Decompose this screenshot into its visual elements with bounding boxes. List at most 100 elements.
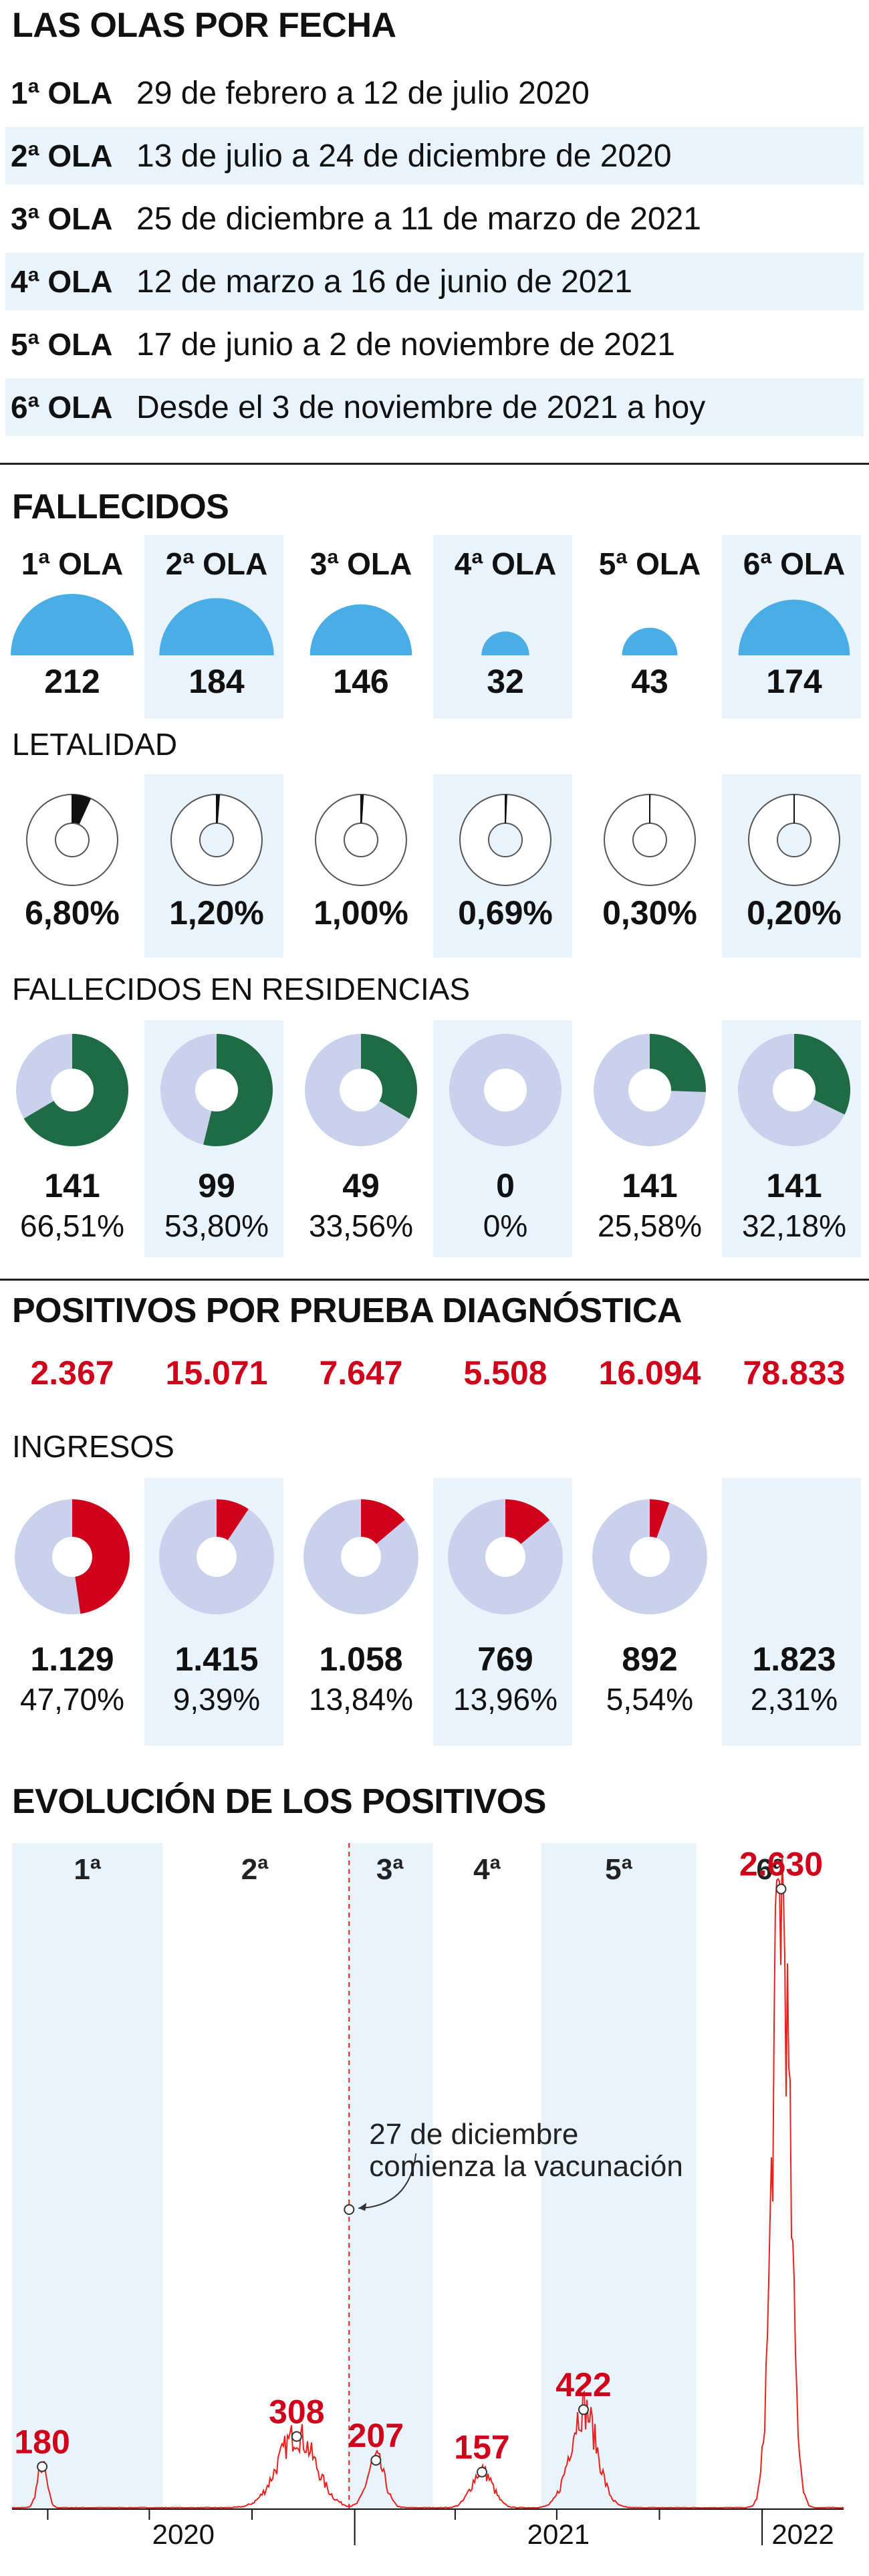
residencias-value: 141 <box>766 1167 822 1204</box>
deaths-value: 32 <box>487 663 524 700</box>
deaths-semicircle <box>309 604 412 655</box>
peak-marker <box>370 2455 382 2466</box>
donut-hole <box>55 823 90 857</box>
wave-label: 3ª OLA <box>11 201 113 236</box>
positivos-value: 5.508 <box>463 1354 547 1392</box>
wave-row: 6ª OLA Desde el 3 de noviembre de 2021 a… <box>5 379 864 436</box>
ingresos-value: 892 <box>622 1640 678 1678</box>
column-header: 6ª OLA <box>743 546 846 581</box>
deaths-value: 146 <box>333 663 389 700</box>
donut-hole <box>484 1069 527 1111</box>
peak-marker <box>578 2404 589 2416</box>
peak-label: 308 <box>269 2393 324 2430</box>
column-shade <box>433 535 572 718</box>
ingresos-value: 769 <box>477 1640 533 1678</box>
positivos-value: 2.367 <box>30 1354 114 1392</box>
deaths-value: 212 <box>44 663 100 700</box>
deaths-value: 184 <box>189 663 245 700</box>
ingresos-value: 1.058 <box>319 1640 403 1678</box>
wave-row: 3ª OLA 25 de diciembre a 11 de marzo de … <box>5 190 864 247</box>
positivos-line <box>11 1856 844 2509</box>
peak-label: 422 <box>555 2366 611 2403</box>
peak-label: 157 <box>454 2429 509 2466</box>
positivos-title: POSITIVOS POR PRUEBA DIAGNÓSTICA <box>12 1291 682 1330</box>
donut-hole <box>632 823 667 857</box>
residencias-percent: 0% <box>483 1208 528 1243</box>
ingresos-title: INGRESOS <box>12 1429 174 1464</box>
ingresos-percent: 13,96% <box>453 1682 557 1717</box>
wave-label: 3ª <box>376 1853 404 1886</box>
section-divider <box>0 1279 869 1281</box>
donut-slice <box>203 1034 273 1146</box>
wave-band <box>12 1843 163 2509</box>
wave-dates: Desde el 3 de noviembre de 2021 a hoy <box>136 389 706 425</box>
deaths-semicircle <box>622 627 678 655</box>
ingresos-percent: 5,54% <box>606 1682 694 1717</box>
residencias-percent: 53,80% <box>164 1208 269 1243</box>
wave-row: 2ª OLA 13 de julio a 24 de diciembre de … <box>5 127 864 185</box>
wave-dates: 29 de febrero a 12 de julio 2020 <box>136 75 590 111</box>
ingresos-value: 1.415 <box>174 1640 259 1678</box>
deaths-semicircles <box>11 594 850 655</box>
column-header: 4ª OLA <box>454 546 557 581</box>
fallecidos-title: FALLECIDOS <box>12 488 229 526</box>
residencias-donuts <box>16 1034 851 1146</box>
residencias-percent: 33,56% <box>308 1208 413 1243</box>
year-label: 2020 <box>152 2518 215 2550</box>
vaccination-marker <box>344 2204 355 2215</box>
wave-label: 4ª <box>473 1853 501 1886</box>
ingresos-percent: 9,39% <box>172 1682 261 1717</box>
deaths-semicircle <box>159 598 274 655</box>
peak-marker <box>476 2466 487 2478</box>
wave-row: 1ª OLA 29 de febrero a 12 de julio 2020 <box>5 64 864 122</box>
section-divider <box>0 463 869 465</box>
wave-label: 1ª OLA <box>11 76 113 110</box>
evolucion-title: EVOLUCIÓN DE LOS POSITIVOS <box>12 1782 546 1821</box>
deaths-semicircle <box>11 594 134 655</box>
positivos-value: 16.094 <box>598 1354 701 1392</box>
peak-label: 207 <box>348 2417 404 2454</box>
donut-hole <box>197 1537 237 1577</box>
positivos-value: 78.833 <box>743 1354 846 1392</box>
donut-hole-fill <box>489 824 521 856</box>
wave-label: 5ª <box>605 1853 632 1886</box>
ingresos-percent: 13,84% <box>308 1682 413 1717</box>
wave-row: 5ª OLA 17 de junio a 2 de noviembre de 2… <box>5 316 864 373</box>
year-label: 2021 <box>527 2518 590 2550</box>
ingresos-percent: 2,31% <box>750 1682 838 1717</box>
donut-hole <box>51 1069 94 1111</box>
deaths-value: 174 <box>766 663 822 700</box>
residencias-value: 0 <box>496 1167 515 1204</box>
column-shade <box>722 1478 861 1745</box>
annotation-arrowhead <box>358 2203 367 2211</box>
peak-label: 180 <box>14 2424 70 2461</box>
letalidad-value: 1,20% <box>169 894 264 932</box>
peak-marker <box>291 2431 302 2442</box>
wave-label: 5ª OLA <box>11 327 113 362</box>
deaths-value: 43 <box>631 663 668 700</box>
wave-dates: 13 de julio a 24 de diciembre de 2020 <box>136 138 672 174</box>
column-header: 1ª OLA <box>21 546 124 581</box>
year-label: 2022 <box>771 2518 834 2550</box>
wave-band <box>541 1843 697 2509</box>
donut-slice <box>72 1499 130 1614</box>
letalidad-donuts <box>26 794 840 886</box>
residencias-value: 141 <box>44 1167 100 1204</box>
donut-hole-fill <box>778 824 810 856</box>
annotation-text: 27 de diciembre <box>369 2118 578 2151</box>
residencias-value: 141 <box>622 1167 678 1204</box>
letalidad-value: 0,30% <box>602 894 697 932</box>
residencias-title: FALLECIDOS EN RESIDENCIAS <box>12 972 471 1006</box>
letalidad-value: 6,80% <box>25 894 120 932</box>
ingresos-value: 1.823 <box>752 1640 836 1678</box>
letalidad-value: 0,69% <box>458 894 553 932</box>
residencias-value: 99 <box>198 1167 235 1204</box>
ingresos-donuts <box>15 1499 707 1614</box>
ingresos-value: 1.129 <box>30 1640 114 1678</box>
annotation-text: comienza la vacunación <box>369 2150 683 2183</box>
wave-row: 4ª OLA 12 de marzo a 16 de junio de 2021 <box>5 253 864 310</box>
residencias-value: 49 <box>342 1167 380 1204</box>
deaths-semicircle <box>481 631 529 655</box>
wave-dates: 12 de marzo a 16 de junio de 2021 <box>136 263 632 300</box>
